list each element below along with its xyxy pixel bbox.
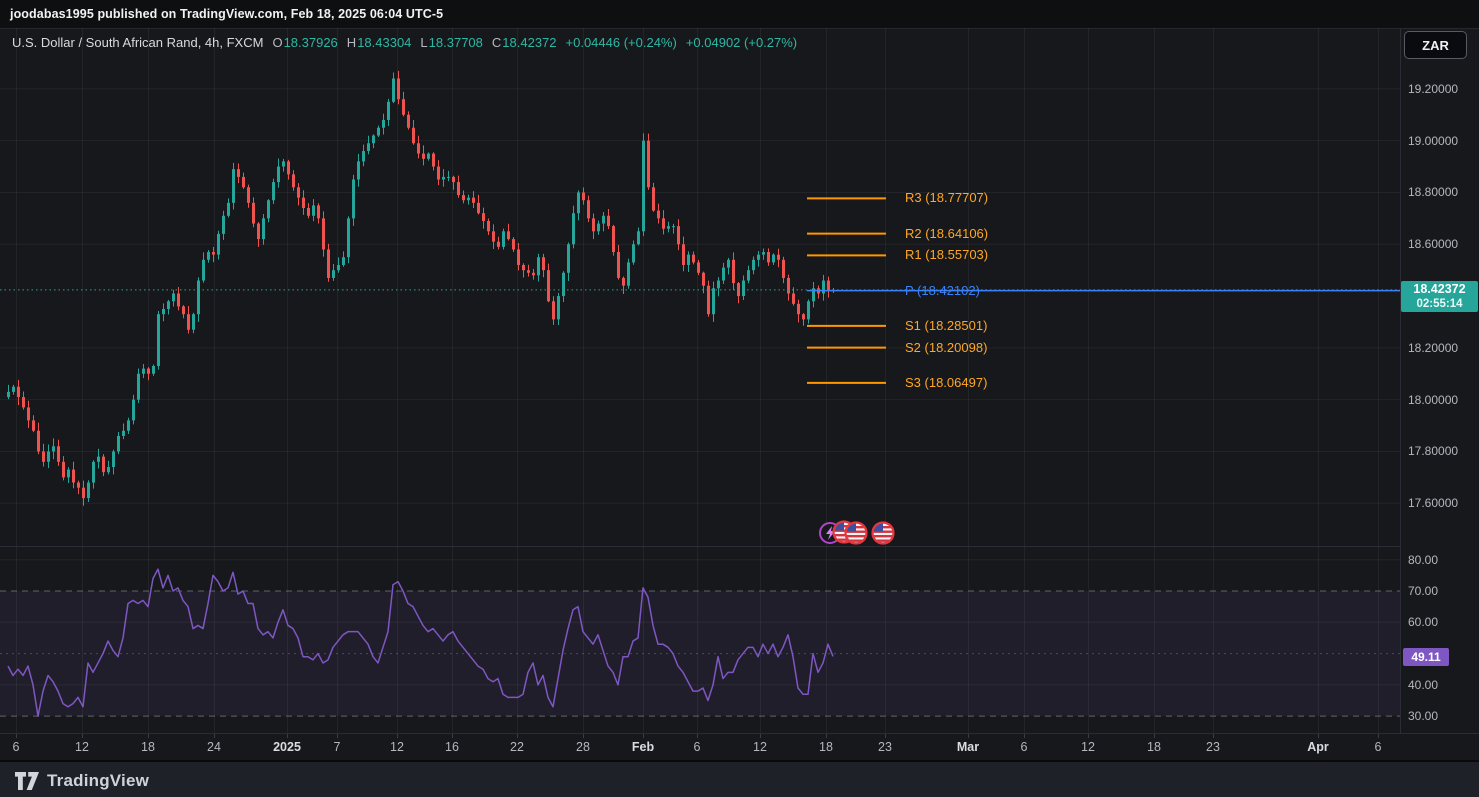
time-tick-mark — [1318, 734, 1319, 738]
chart-canvas[interactable] — [0, 0, 1400, 733]
price-tick-label: 19.00000 — [1408, 133, 1459, 148]
publish-header: joodabas1995 published on TradingView.co… — [0, 0, 1479, 29]
time-tick-mark — [826, 734, 827, 738]
rsi-tick-label: 40.00 — [1408, 677, 1439, 692]
time-tick-mark — [643, 734, 644, 738]
time-tick-label: 2025 — [273, 740, 301, 754]
time-tick-mark — [16, 734, 17, 738]
time-tick-mark — [697, 734, 698, 738]
rsi-tick-label: 60.00 — [1408, 615, 1439, 630]
rsi-band — [0, 591, 1400, 717]
rsi-tick-label: 30.00 — [1408, 709, 1439, 724]
pivot-label-r2: R2 (18.64106) — [905, 225, 989, 241]
price-tick-label: 18.80000 — [1408, 185, 1459, 200]
ohlc-high: H18.43304 — [346, 34, 412, 50]
time-tick-label: 6 — [1020, 740, 1028, 754]
pivot-label-s2: S2 (18.20098) — [905, 339, 988, 355]
change-absolute: +0.04446 (+0.24%) — [565, 34, 677, 50]
price-tick-label: 18.60000 — [1408, 237, 1459, 252]
time-tick-mark — [1154, 734, 1155, 738]
rsi-line — [7, 568, 834, 717]
time-tick-mark — [82, 734, 83, 738]
us-flag-icon[interactable] — [844, 521, 868, 545]
ohlc-close: C18.42372 — [491, 34, 557, 50]
price-tick-label: 17.60000 — [1408, 496, 1459, 511]
time-tick-label: 12 — [390, 740, 404, 754]
time-tick-label: 12 — [75, 740, 89, 754]
footer-bar: TradingView — [0, 760, 1479, 797]
time-tick-label: Mar — [956, 740, 980, 754]
change-percent: +0.04902 (+0.27%) — [685, 34, 798, 50]
pivot-label-p: P (18.42102) — [905, 282, 980, 298]
time-tick-label: 18 — [1147, 740, 1161, 754]
time-tick-mark — [452, 734, 453, 738]
tradingview-wordmark[interactable]: TradingView — [47, 770, 150, 790]
time-tick-label: 12 — [1081, 740, 1095, 754]
rsi-tick-label: 70.00 — [1408, 584, 1439, 599]
price-axis-divider — [1400, 28, 1401, 760]
time-axis[interactable]: 6 12 18 24 2025 7 12 16 22 28 Feb 6 12 18 23 Mar 6 12 18 23… — [0, 733, 1479, 761]
time-tick-label: 12 — [753, 740, 767, 754]
time-tick-label: 24 — [207, 740, 221, 754]
time-tick-mark — [287, 734, 288, 738]
currency-toggle-zar[interactable]: ZAR — [1404, 31, 1467, 59]
time-tick-label: 28 — [576, 740, 590, 754]
time-tick-label: 22 — [510, 740, 524, 754]
time-tick-label: 6 — [1374, 740, 1382, 754]
time-tick-mark — [517, 734, 518, 738]
price-tick-label: 19.20000 — [1408, 81, 1459, 96]
rsi-tick-label: 80.00 — [1408, 552, 1439, 567]
time-tick-label: 6 — [693, 740, 701, 754]
time-tick-mark — [885, 734, 886, 738]
pivot-label-s3: S3 (18.06497) — [905, 374, 988, 390]
time-tick-label: Feb — [631, 740, 655, 754]
price-tick-label: 18.20000 — [1408, 340, 1459, 355]
time-tick-mark — [583, 734, 584, 738]
time-tick-label: Apr — [1307, 740, 1329, 754]
time-tick-mark — [1213, 734, 1214, 738]
event-icons[interactable] — [819, 520, 895, 545]
ohlc-low: L18.37708 — [420, 34, 483, 50]
time-tick-label: 18 — [819, 740, 833, 754]
candlestick-series — [7, 70, 835, 506]
time-tick-mark — [337, 734, 338, 738]
time-tick-mark — [397, 734, 398, 738]
tradingview-logo-icon[interactable] — [14, 771, 40, 791]
time-tick-mark — [760, 734, 761, 738]
time-tick-label: 6 — [12, 740, 20, 754]
price-tick-label: 17.80000 — [1408, 444, 1459, 459]
pivot-label-r3: R3 (18.77707) — [905, 190, 989, 206]
time-tick-label: 16 — [445, 740, 459, 754]
publish-title: joodabas1995 published on TradingView.co… — [10, 7, 444, 21]
time-tick-mark — [1378, 734, 1379, 738]
symbol-bar: U.S. Dollar / South African Rand, 4h, FX… — [12, 34, 797, 50]
time-tick-mark — [214, 734, 215, 738]
time-tick-mark — [1024, 734, 1025, 738]
symbol-title[interactable]: U.S. Dollar / South African Rand, 4h, FX… — [12, 34, 264, 50]
pivot-label-s1: S1 (18.28501) — [905, 317, 988, 333]
last-price-badge: 18.42372 02:55:14 — [1401, 281, 1478, 312]
time-tick-mark — [148, 734, 149, 738]
time-tick-label: 18 — [141, 740, 155, 754]
last-price-value: 18.42372 — [1413, 282, 1466, 296]
pivot-label-r1: R1 (18.55703) — [905, 247, 989, 263]
time-tick-mark — [1088, 734, 1089, 738]
price-tick-label: 18.00000 — [1408, 392, 1459, 407]
time-tick-label: 23 — [878, 740, 892, 754]
rsi-value-badge: 49.11 — [1403, 648, 1449, 666]
time-tick-label: 7 — [333, 740, 341, 754]
us-flag-icon[interactable] — [871, 521, 895, 545]
time-tick-label: 23 — [1206, 740, 1220, 754]
ohlc-open: O18.37926 — [272, 34, 338, 50]
bar-countdown: 02:55:14 — [1416, 298, 1463, 310]
time-tick-mark — [968, 734, 969, 738]
